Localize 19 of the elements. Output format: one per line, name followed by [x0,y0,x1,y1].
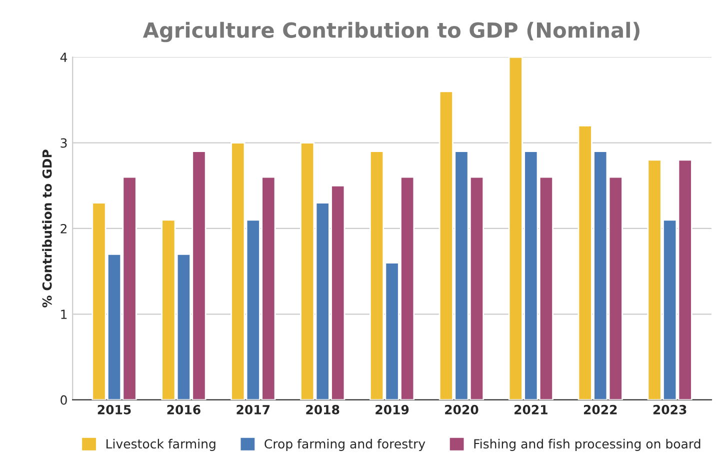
x-tick-label: 2022 [584,404,617,414]
x-tick-label: 2020 [445,404,478,414]
y-axis-title: % Contribution to GDP [42,150,52,308]
x-tick-label: 2023 [653,404,686,414]
x-tick-label: 2016 [167,404,200,414]
x-tick-label: 2021 [514,404,548,414]
x-tick-label: 2019 [376,404,409,414]
y-tick-label: 4 [60,52,68,62]
legend-label: Livestock farming [106,438,216,451]
y-tick-label: 1 [61,310,67,319]
legend-label: Crop farming and forestry [264,438,426,451]
x-tick-label: 2017 [236,404,270,414]
chart-title: Agriculture Contribution to GDP (Nominal) [142,22,640,42]
x-tick-label: 2018 [306,404,340,414]
legend-label: Fishing and fish processing on board [474,438,700,451]
y-tick-label: 2 [60,224,66,234]
y-tick-label: 0 [60,395,67,405]
y-tick-label: 3 [60,138,67,148]
x-tick-label: 2015 [98,404,131,414]
